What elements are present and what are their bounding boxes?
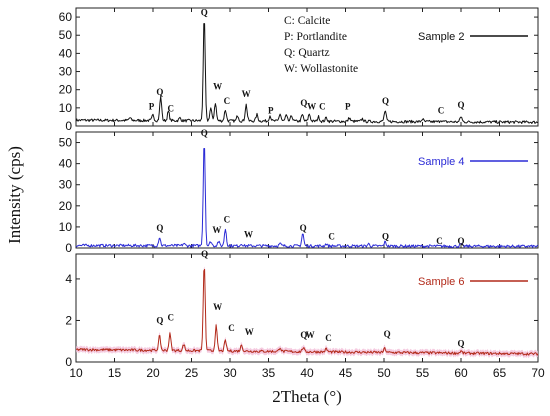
legend-label: Sample 2 bbox=[418, 31, 464, 43]
y-tick-label: 40 bbox=[59, 157, 73, 171]
x-tick-label: 10 bbox=[69, 366, 83, 380]
peak-label: Q bbox=[300, 330, 307, 340]
series-line bbox=[75, 148, 539, 249]
peak-label: W bbox=[242, 89, 251, 99]
legend-label: Sample 4 bbox=[418, 156, 464, 168]
y-tick-label: 60 bbox=[59, 10, 73, 24]
peak-label: C bbox=[224, 215, 231, 225]
peak-label: W bbox=[213, 302, 222, 312]
peak-label: C bbox=[325, 333, 332, 343]
phase-key: C: Calcite P: Portlandite Q: Quartz W: Woll… bbox=[284, 15, 358, 75]
peak-label: W bbox=[306, 330, 315, 340]
series-band bbox=[76, 266, 538, 359]
y-tick-label: 0 bbox=[65, 355, 72, 369]
peak-label: W bbox=[307, 102, 316, 112]
peak-label: Q bbox=[457, 236, 464, 246]
x-tick-label: 30 bbox=[223, 366, 237, 380]
y-tick-label: 20 bbox=[59, 83, 73, 97]
y-tick-label: 30 bbox=[59, 178, 73, 192]
x-tick-label: 55 bbox=[416, 366, 430, 380]
series-line bbox=[76, 268, 539, 356]
peak-label: Q bbox=[156, 87, 163, 97]
peak-label: C bbox=[436, 236, 443, 246]
peak-label: Q bbox=[300, 98, 307, 108]
y-tick-label: 0 bbox=[65, 119, 72, 133]
phase-key-item: Q: Quartz bbox=[284, 47, 330, 59]
peak-label: Q bbox=[201, 249, 208, 259]
peak-label: C bbox=[319, 102, 326, 112]
x-tick-label: 40 bbox=[300, 366, 314, 380]
peak-label: W bbox=[244, 229, 253, 239]
x-tick-label: 50 bbox=[377, 366, 391, 380]
x-tick-label: 35 bbox=[262, 366, 276, 380]
x-tick-label: 15 bbox=[108, 366, 122, 380]
phase-key-item: W: Wollastonite bbox=[284, 63, 358, 75]
phase-key-item: P: Portlandite bbox=[284, 31, 347, 43]
x-tick-label: 45 bbox=[339, 366, 353, 380]
x-tick-label: 20 bbox=[146, 366, 160, 380]
y-tick-label: 40 bbox=[59, 46, 73, 60]
peak-label: C bbox=[438, 105, 445, 115]
y-tick-label: 4 bbox=[65, 272, 72, 286]
peak-label: Q bbox=[156, 316, 163, 326]
peak-label: C bbox=[228, 323, 235, 333]
y-tick-label: 10 bbox=[59, 220, 73, 234]
peak-label: Q bbox=[201, 128, 208, 138]
series-line bbox=[75, 23, 539, 124]
peak-label: C bbox=[328, 232, 335, 242]
y-tick-label: 10 bbox=[59, 101, 73, 115]
peak-label: Q bbox=[457, 338, 464, 348]
panel-frame bbox=[75, 253, 539, 363]
peak-label: W bbox=[212, 225, 221, 235]
y-tick-label: 20 bbox=[59, 199, 73, 213]
peak-label: Q bbox=[457, 100, 464, 110]
phase-key-item: C: Calcite bbox=[284, 15, 330, 27]
peak-label: W bbox=[245, 327, 254, 337]
y-tick-label: 0 bbox=[65, 241, 72, 255]
x-tick-label: 70 bbox=[531, 366, 545, 380]
peak-label: Q bbox=[156, 223, 163, 233]
peak-label: Q bbox=[382, 232, 389, 242]
y-tick-label: 50 bbox=[59, 28, 73, 42]
y-axis-title: Intensity (cps) bbox=[5, 146, 24, 244]
x-tick-label: 60 bbox=[454, 366, 468, 380]
peak-label: C bbox=[167, 312, 174, 322]
y-tick-label: 30 bbox=[59, 65, 73, 79]
peak-label: P bbox=[345, 102, 351, 112]
peak-label: P bbox=[149, 102, 155, 112]
panel-frame bbox=[75, 131, 539, 249]
legend-label: Sample 6 bbox=[418, 276, 464, 288]
y-tick-label: 2 bbox=[65, 313, 72, 327]
peak-label: Q bbox=[300, 223, 307, 233]
x-tick-label: 25 bbox=[185, 366, 199, 380]
x-axis-title: 2Theta (°) bbox=[272, 387, 342, 406]
peak-label: Q bbox=[382, 96, 389, 106]
x-tick-label: 65 bbox=[493, 366, 507, 380]
peak-label: P bbox=[268, 105, 274, 115]
peak-label: W bbox=[213, 82, 222, 92]
peak-label: Q bbox=[201, 7, 208, 17]
peak-label: C bbox=[224, 96, 231, 106]
y-tick-label: 50 bbox=[59, 136, 73, 150]
peak-label: C bbox=[167, 103, 174, 113]
peak-label: Q bbox=[384, 329, 391, 339]
